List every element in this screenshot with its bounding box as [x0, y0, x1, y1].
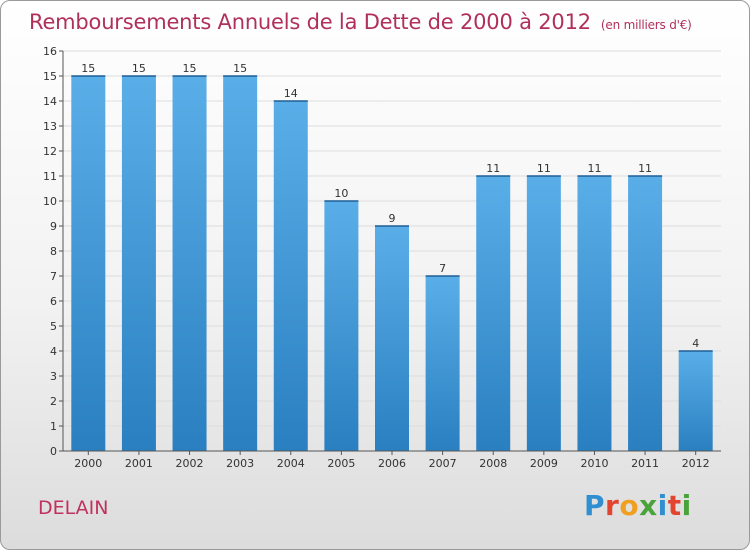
x-tick-label: 2004 [277, 457, 305, 470]
y-tick-label: 6 [50, 295, 57, 308]
y-tick-label: 3 [50, 370, 57, 383]
y-tick-label: 9 [50, 220, 57, 233]
bar [172, 76, 207, 451]
y-tick-label: 2 [50, 395, 57, 408]
bar-value-label: 15 [183, 62, 197, 75]
bar-value-label: 14 [284, 87, 298, 100]
logo-letter: r [605, 489, 620, 522]
x-tick-label: 2012 [682, 457, 710, 470]
bar [577, 176, 612, 451]
bar [375, 226, 409, 451]
bar-value-label: 4 [692, 337, 699, 350]
x-tick-label: 2011 [631, 457, 659, 470]
bar [526, 176, 561, 451]
y-tick-label: 5 [50, 320, 57, 333]
bar-value-label: 15 [81, 62, 95, 75]
x-tick-label: 2000 [74, 457, 102, 470]
x-tick-label: 2005 [327, 457, 355, 470]
y-tick-label: 0 [50, 445, 57, 458]
bar-value-label: 11 [587, 162, 601, 175]
bar [425, 276, 460, 451]
bar [121, 76, 156, 451]
logo-letter: P [584, 489, 606, 522]
chart-subtitle: (en milliers d'€) [600, 18, 692, 32]
y-tick-label: 8 [50, 245, 57, 258]
bar [324, 201, 359, 451]
y-tick-label: 14 [43, 95, 57, 108]
bar-value-label: 10 [334, 187, 348, 200]
y-tick-label: 7 [50, 270, 57, 283]
x-tick-label: 2003 [226, 457, 254, 470]
bar [476, 176, 511, 451]
bar [678, 351, 713, 451]
y-tick-label: 16 [43, 45, 57, 58]
bar-value-label: 11 [486, 162, 500, 175]
bar-value-label: 11 [638, 162, 652, 175]
y-tick-label: 13 [43, 120, 57, 133]
bar-value-label: 9 [389, 212, 396, 225]
y-tick-label: 1 [50, 420, 57, 433]
logo-letter: t [667, 489, 682, 522]
x-tick-label: 2008 [479, 457, 507, 470]
x-tick-label: 2007 [429, 457, 457, 470]
commune-name: DELAIN [38, 497, 109, 519]
x-tick-label: 2009 [530, 457, 558, 470]
y-tick-label: 4 [50, 345, 57, 358]
y-tick-label: 10 [43, 195, 57, 208]
chart-title: Remboursements Annuels de la Dette de 20… [29, 10, 692, 34]
bar-value-label: 15 [132, 62, 146, 75]
bar [71, 76, 106, 451]
bar [223, 76, 258, 451]
bar-value-label: 15 [233, 62, 247, 75]
y-tick-label: 11 [43, 170, 57, 183]
y-tick-label: 15 [43, 70, 57, 83]
logo-letter: x [639, 489, 658, 522]
bars: 15 15 15 15 14 10 9 7 11 11 11 11 4 [71, 62, 713, 451]
logo-letter: i [657, 489, 668, 522]
bar-value-label: 11 [537, 162, 551, 175]
x-tick-label: 2001 [125, 457, 153, 470]
logo-letter: o [619, 489, 640, 522]
proxiti-logo[interactable]: Proxiti [584, 489, 692, 522]
bar-value-label: 7 [439, 262, 446, 275]
bar [628, 176, 663, 451]
bar [273, 101, 308, 451]
x-tick-label: 2010 [580, 457, 608, 470]
logo-letter: i [681, 489, 692, 522]
y-tick-label: 12 [43, 145, 57, 158]
x-tick-label: 2006 [378, 457, 406, 470]
x-tick-label: 2002 [176, 457, 204, 470]
